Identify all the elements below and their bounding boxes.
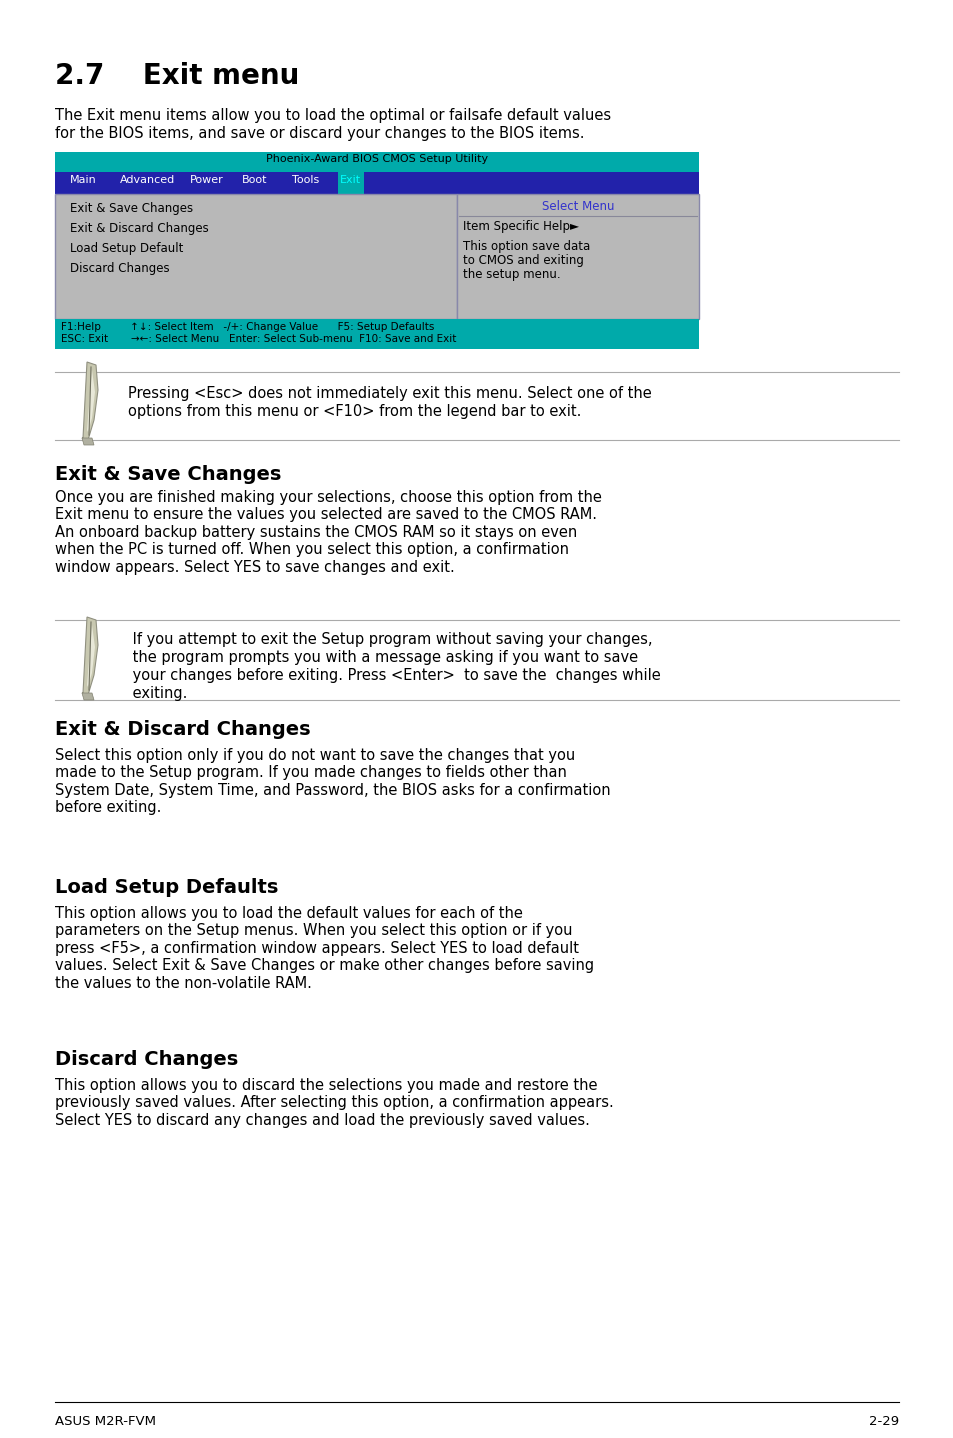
- Text: Exit & Save Changes: Exit & Save Changes: [55, 464, 281, 485]
- Bar: [456, 194, 699, 319]
- Polygon shape: [87, 626, 95, 687]
- Text: Select Menu: Select Menu: [541, 200, 614, 213]
- Text: for the BIOS items, and save or discard your changes to the BIOS items.: for the BIOS items, and save or discard …: [55, 127, 584, 141]
- Polygon shape: [82, 439, 94, 444]
- Text: Pressing <Esc> does not immediately exit this menu. Select one of the: Pressing <Esc> does not immediately exit…: [128, 385, 651, 401]
- Text: Tools: Tools: [292, 175, 319, 186]
- Bar: [55, 152, 699, 173]
- Text: your changes before exiting. Press <Enter>  to save the  changes while: your changes before exiting. Press <Ente…: [128, 669, 660, 683]
- Text: ESC: Exit       →←: Select Menu   Enter: Select Sub-menu  F10: Save and Exit: ESC: Exit →←: Select Menu Enter: Select …: [61, 334, 456, 344]
- Text: Load Setup Defaults: Load Setup Defaults: [55, 879, 278, 897]
- Text: the program prompts you with a message asking if you want to save: the program prompts you with a message a…: [128, 650, 638, 664]
- Bar: [55, 194, 456, 319]
- Text: Item Specific Help►: Item Specific Help►: [462, 220, 578, 233]
- Polygon shape: [82, 693, 94, 700]
- Text: Main: Main: [70, 175, 96, 186]
- Polygon shape: [82, 362, 98, 440]
- Text: Exit: Exit: [339, 175, 361, 186]
- Text: Exit & Discard Changes: Exit & Discard Changes: [70, 221, 209, 234]
- Text: F1:Help         ↑↓: Select Item   -/+: Change Value      F5: Setup Defaults: F1:Help ↑↓: Select Item -/+: Change Valu…: [61, 322, 434, 332]
- Text: Boot: Boot: [242, 175, 267, 186]
- Bar: [337, 173, 364, 194]
- Text: Select this option only if you do not want to save the changes that you
made to : Select this option only if you do not wa…: [55, 748, 610, 815]
- Text: Phoenix-Award BIOS CMOS Setup Utility: Phoenix-Award BIOS CMOS Setup Utility: [266, 154, 488, 164]
- Text: 2.7    Exit menu: 2.7 Exit menu: [55, 62, 299, 91]
- Text: to CMOS and exiting: to CMOS and exiting: [462, 255, 583, 267]
- Text: If you attempt to exit the Setup program without saving your changes,: If you attempt to exit the Setup program…: [128, 631, 652, 647]
- Text: Load Setup Default: Load Setup Default: [70, 242, 183, 255]
- Text: options from this menu or <F10> from the legend bar to exit.: options from this menu or <F10> from the…: [128, 404, 580, 418]
- Text: This option allows you to load the default values for each of the
parameters on : This option allows you to load the defau…: [55, 906, 594, 991]
- Text: Exit & Save Changes: Exit & Save Changes: [70, 201, 193, 216]
- Text: The Exit menu items allow you to load the optimal or failsafe default values: The Exit menu items allow you to load th…: [55, 108, 611, 124]
- Text: This option save data: This option save data: [462, 240, 590, 253]
- Bar: [55, 173, 699, 194]
- Text: Power: Power: [190, 175, 224, 186]
- Text: ASUS M2R-FVM: ASUS M2R-FVM: [55, 1415, 156, 1428]
- Polygon shape: [87, 370, 95, 431]
- Text: the setup menu.: the setup menu.: [462, 267, 560, 280]
- Text: 2-29: 2-29: [868, 1415, 898, 1428]
- Text: exiting.: exiting.: [128, 686, 187, 700]
- Bar: [55, 319, 699, 349]
- Polygon shape: [82, 617, 98, 695]
- Text: Exit & Discard Changes: Exit & Discard Changes: [55, 720, 311, 739]
- Text: This option allows you to discard the selections you made and restore the
previo: This option allows you to discard the se…: [55, 1078, 613, 1127]
- Text: Advanced: Advanced: [120, 175, 175, 186]
- Text: Discard Changes: Discard Changes: [70, 262, 170, 275]
- Text: Once you are finished making your selections, choose this option from the
Exit m: Once you are finished making your select…: [55, 490, 601, 575]
- Text: Discard Changes: Discard Changes: [55, 1050, 238, 1068]
